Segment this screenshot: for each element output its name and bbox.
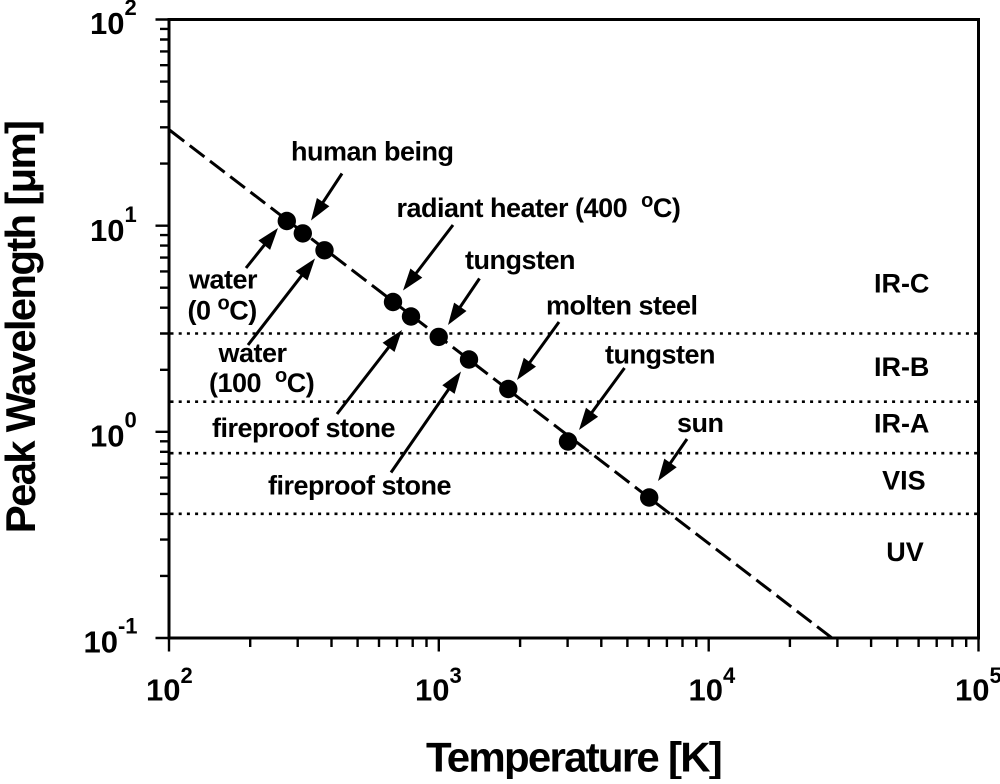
svg-text:human being: human being <box>291 137 454 167</box>
svg-text:radiant heater (400 oC): radiant heater (400 oC) <box>397 190 681 223</box>
svg-text:water: water <box>218 338 288 368</box>
svg-text:(100 oC): (100 oC) <box>209 365 314 398</box>
svg-text:Peak Wavelength [μm]: Peak Wavelength [μm] <box>0 122 44 534</box>
svg-text:molten steel: molten steel <box>546 291 698 321</box>
svg-text:UV: UV <box>886 537 924 567</box>
svg-text:IR-A: IR-A <box>874 409 930 439</box>
svg-text:fireproof stone: fireproof stone <box>268 471 451 501</box>
svg-text:Temperature [K]: Temperature [K] <box>426 734 721 780</box>
svg-text:water: water <box>188 265 258 295</box>
svg-text:tungsten: tungsten <box>465 245 575 275</box>
svg-text:VIS: VIS <box>882 466 926 496</box>
svg-text:IR-B: IR-B <box>874 352 930 382</box>
svg-text:tungsten: tungsten <box>605 340 715 370</box>
svg-text:IR-C: IR-C <box>874 268 930 298</box>
svg-text:(0 oC): (0 oC) <box>188 293 257 326</box>
svg-text:sun: sun <box>677 408 724 438</box>
svg-text:fireproof stone: fireproof stone <box>212 413 395 443</box>
